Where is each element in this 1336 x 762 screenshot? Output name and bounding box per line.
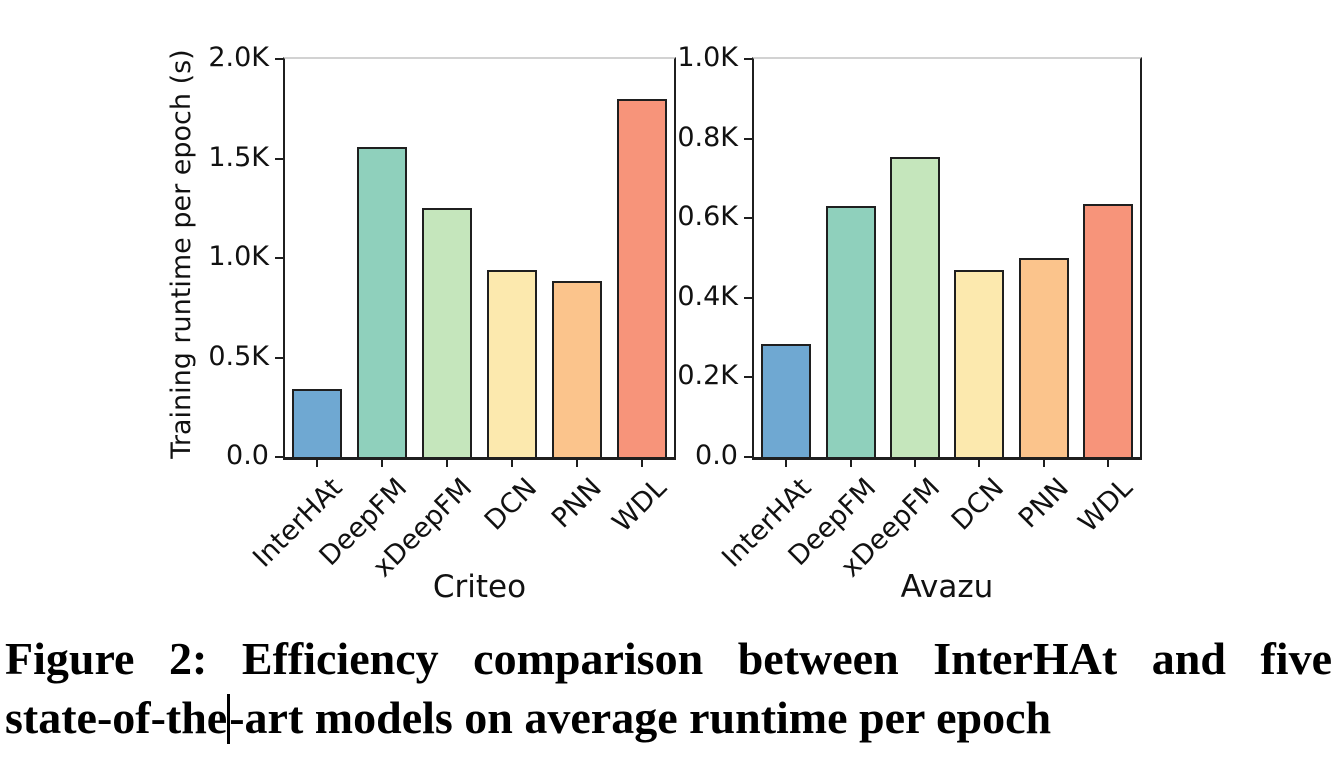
- x-tick-mark: [316, 460, 319, 467]
- x-tick-mark: [1106, 460, 1109, 467]
- x-tick-label: DCN: [946, 472, 1011, 537]
- y-tick-label: 2.0K: [208, 42, 269, 73]
- caption-line-2-after-caret: -art models on average runtime per epoch: [229, 692, 1052, 743]
- text-cursor-caret: [227, 694, 231, 744]
- y-tick-mark: [744, 137, 752, 140]
- caption-line-1: Figure 2: Efficiency comparison between …: [5, 633, 1332, 684]
- y-tick-mark: [744, 456, 752, 458]
- figure-caption: Figure 2: Efficiency comparison between …: [5, 629, 1332, 747]
- dataset-label-avazu: Avazu: [900, 569, 994, 605]
- y-tick-mark: [275, 456, 283, 458]
- caption-line-2: state-of-the-art models on average runti…: [5, 688, 1332, 747]
- y-tick-mark: [744, 376, 752, 379]
- x-tick-mark: [640, 460, 643, 467]
- y-tick-mark: [275, 58, 283, 60]
- x-tick-label: PNN: [1012, 472, 1075, 535]
- x-tick-mark: [575, 460, 578, 467]
- y-tick-mark: [275, 257, 283, 259]
- y-tick-label: 0.5K: [208, 340, 269, 372]
- bar-pnn: [1018, 258, 1069, 457]
- x-tick-mark: [978, 460, 981, 467]
- x-tick-mark: [381, 460, 384, 467]
- x-tick-label: DCN: [478, 472, 544, 537]
- bar-xdeepfm: [422, 208, 473, 457]
- x-tick-mark: [510, 460, 513, 467]
- dataset-label-criteo: Criteo: [432, 569, 527, 605]
- y-tick-mark: [744, 217, 752, 220]
- x-tick-mark: [446, 460, 449, 467]
- bar-dcn: [486, 270, 537, 457]
- bar-dcn: [954, 270, 1005, 457]
- y-tick-label: 0.0: [226, 440, 269, 471]
- x-tick-mark: [849, 460, 852, 467]
- bar-interhat: [761, 344, 812, 457]
- x-tick-mark: [1042, 460, 1045, 467]
- y-tick-label: 0.6K: [677, 201, 738, 233]
- bar-pnn: [551, 281, 602, 457]
- x-tick-label: WDL: [1072, 472, 1140, 539]
- y-tick-label: 1.0K: [208, 241, 269, 272]
- bar-wdl: [616, 99, 667, 457]
- x-tick-mark: [785, 460, 788, 467]
- y-tick-mark: [275, 157, 283, 160]
- caption-line-2-before-caret: state-of-the: [5, 692, 228, 743]
- bar-deepfm: [357, 147, 408, 457]
- x-tick-label: WDL: [606, 472, 673, 539]
- avazu-plot-area: 0.0 0.2K 0.4K 0.6K 0.8K 1.0K InterHAt DeepFM xDe…: [677, 42, 1142, 605]
- x-tick-mark: [913, 460, 916, 467]
- y-tick-label: 1.5K: [208, 141, 269, 173]
- y-tick-mark: [744, 296, 752, 299]
- bar-xdeepfm: [889, 157, 940, 457]
- bar-wdl: [1082, 204, 1133, 457]
- x-tick-label: PNN: [545, 472, 608, 535]
- y-tick-mark: [275, 356, 283, 359]
- bar-deepfm: [825, 206, 876, 457]
- criteo-plot-area: 0.0 0.5K 1.0K 1.5K 2.0K InterHAt DeepFM xDeepFM…: [208, 42, 676, 605]
- y-tick-label: 0.0: [695, 440, 738, 471]
- y-tick-label: 0.8K: [677, 121, 738, 153]
- y-tick-mark: [744, 58, 752, 60]
- y-tick-label: 0.2K: [677, 360, 738, 392]
- y-tick-label: 1.0K: [677, 42, 738, 73]
- y-tick-label: 0.4K: [677, 280, 738, 312]
- bar-interhat: [292, 389, 343, 457]
